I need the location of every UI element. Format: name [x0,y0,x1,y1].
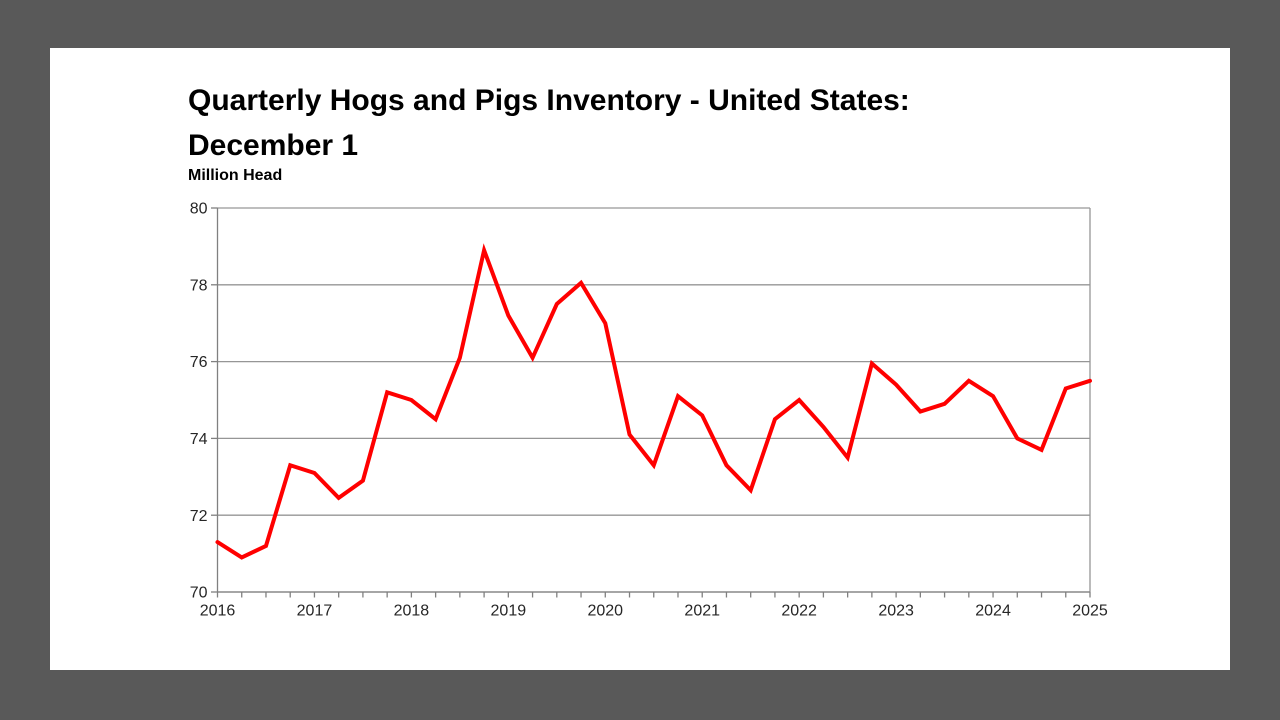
x-tick-label-2017: 2017 [297,602,333,619]
x-tick-label-2020: 2020 [587,602,623,619]
y-tick-label-72: 72 [190,508,208,525]
x-tick-label-2025: 2025 [1072,602,1108,619]
y-tick-label-70: 70 [190,585,208,602]
x-tick-label-2018: 2018 [394,602,430,619]
chart-card: Quarterly Hogs and Pigs Inventory - Unit… [50,48,1230,670]
inventory-series-line [215,243,1092,560]
x-tick-label-2023: 2023 [878,602,914,619]
x-tick-label-2024: 2024 [975,602,1011,619]
x-tick-label-2019: 2019 [491,602,527,619]
y-tick-label-76: 76 [190,354,208,371]
x-tick-label-2022: 2022 [781,602,817,619]
x-tick-label-2021: 2021 [684,602,720,619]
hogs-inventory-line-chart: 70 72 74 76 78 80 2016 2017 2018 2019 2020 2021 2022… [190,201,1108,620]
chart-title: Quarterly Hogs and Pigs Inventory - Unit… [188,84,910,162]
y-tick-label-74: 74 [190,431,208,448]
y-tick-label-80: 80 [190,201,208,218]
y-axis-title: Million Head [188,167,283,184]
x-tick-label-2016: 2016 [200,602,236,619]
y-tick-label-78: 78 [190,277,208,294]
